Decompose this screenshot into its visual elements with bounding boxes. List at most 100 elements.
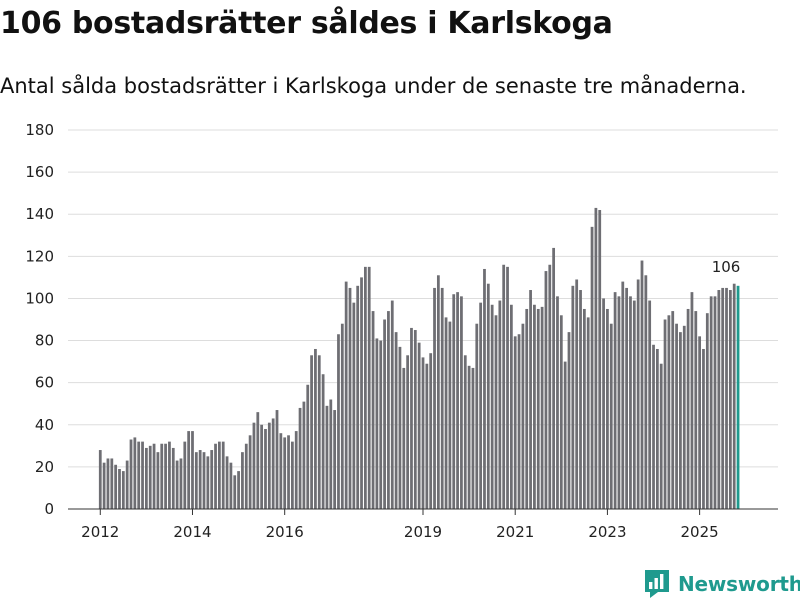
x-tick-label: 2021 xyxy=(496,523,534,541)
bar xyxy=(383,319,386,509)
bar xyxy=(506,266,509,509)
bar xyxy=(287,435,290,509)
y-tick-label: 0 xyxy=(44,500,54,518)
bar xyxy=(625,287,629,509)
bar xyxy=(375,338,379,509)
bar xyxy=(571,285,575,509)
x-tick-label: 2016 xyxy=(266,523,304,541)
bar xyxy=(471,367,475,509)
bar xyxy=(548,264,552,509)
bar xyxy=(613,292,617,509)
bar xyxy=(217,441,221,509)
y-tick-label: 120 xyxy=(25,247,54,265)
bar xyxy=(371,311,375,509)
bar xyxy=(237,471,240,509)
bar xyxy=(206,456,210,509)
bar xyxy=(698,336,702,509)
bar xyxy=(267,422,271,509)
bar xyxy=(636,279,640,509)
bar xyxy=(317,355,321,509)
bar xyxy=(552,247,556,509)
bar xyxy=(244,443,248,509)
bar xyxy=(467,365,471,509)
bar xyxy=(598,210,602,509)
bar xyxy=(260,424,264,509)
bar xyxy=(671,311,675,509)
bar xyxy=(475,323,479,509)
bar xyxy=(413,330,417,509)
bar xyxy=(579,290,582,509)
bar xyxy=(721,287,725,509)
bar xyxy=(137,441,141,509)
bar xyxy=(563,361,567,509)
bar xyxy=(183,441,187,509)
bar xyxy=(352,302,356,509)
bar xyxy=(171,447,175,509)
bars xyxy=(98,207,740,510)
bar xyxy=(406,355,410,509)
bar xyxy=(187,431,191,509)
bar xyxy=(225,456,229,509)
bar xyxy=(256,412,260,509)
bar xyxy=(582,308,586,509)
bar xyxy=(536,308,540,509)
brand-logo[interactable]: Newsworthy xyxy=(644,568,800,600)
bar xyxy=(575,279,579,509)
bar xyxy=(648,300,652,509)
bar xyxy=(728,290,732,509)
bar xyxy=(340,323,344,509)
bar xyxy=(652,344,655,509)
x-tick-label: 2019 xyxy=(404,523,442,541)
bar xyxy=(460,296,463,509)
data-labels: 106 xyxy=(712,258,741,276)
y-tick-label: 40 xyxy=(35,416,54,434)
y-tick-label: 160 xyxy=(25,163,54,181)
bar xyxy=(118,468,121,509)
bar xyxy=(129,439,133,509)
bar xyxy=(483,268,486,509)
bar xyxy=(705,313,709,509)
bar xyxy=(329,399,333,509)
bar xyxy=(498,300,502,509)
bar xyxy=(590,226,594,510)
bar xyxy=(344,281,348,509)
bar xyxy=(629,296,632,509)
bar xyxy=(363,266,367,509)
x-axis: 2012 2014 2016 2019 2021 2023 2025 xyxy=(68,508,778,541)
bar xyxy=(114,464,118,509)
bar xyxy=(436,275,440,509)
bar xyxy=(448,321,452,509)
chart-subtitle: Antal sålda bostadsrätter i Karlskoga un… xyxy=(0,74,747,98)
bar xyxy=(567,332,571,509)
bar xyxy=(306,384,310,509)
bar xyxy=(133,437,137,509)
bar xyxy=(325,405,329,509)
bar xyxy=(264,428,267,509)
bar xyxy=(490,304,494,509)
bar xyxy=(421,357,425,509)
bar xyxy=(444,317,448,509)
bar xyxy=(160,443,164,509)
y-axis: 0 20 40 60 80 100 120 140 160 180 xyxy=(25,121,54,518)
bar xyxy=(594,207,598,509)
bar xyxy=(617,296,621,509)
bar xyxy=(164,443,167,509)
bar xyxy=(125,460,129,509)
bar xyxy=(310,355,313,509)
bar xyxy=(302,401,306,509)
bar xyxy=(337,334,340,509)
bar xyxy=(229,462,233,509)
bar xyxy=(717,290,721,509)
bar xyxy=(279,433,283,509)
bar xyxy=(725,287,728,509)
bar xyxy=(456,292,459,509)
x-tick-label: 2012 xyxy=(81,523,119,541)
bar xyxy=(544,271,548,509)
bar xyxy=(121,471,125,509)
bar xyxy=(102,462,106,509)
bar xyxy=(486,283,490,509)
bar xyxy=(202,452,206,509)
chart-title: 106 bostadsrätter såldes i Karlskoga xyxy=(0,6,613,41)
x-tick-label: 2014 xyxy=(173,523,211,541)
bar xyxy=(417,342,421,509)
